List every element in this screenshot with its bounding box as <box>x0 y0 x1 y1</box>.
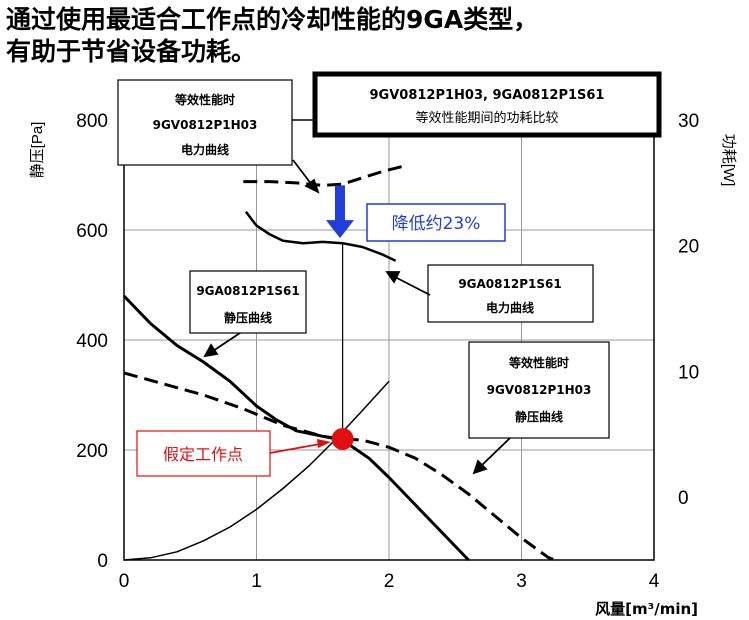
reduction-arrow <box>325 185 354 239</box>
annotation-box-ga-power <box>427 264 594 323</box>
reduction-label: 降低约23% <box>392 214 481 234</box>
leader-gv-static-head <box>472 459 488 475</box>
leader-gv-power <box>292 159 313 186</box>
series-line-3 <box>243 165 403 187</box>
leader-gv-power-head <box>304 178 320 194</box>
series-line-0 <box>122 294 470 562</box>
chart-subtitle: 等效性能期间的功耗比较 <box>415 110 558 126</box>
x-tick-label: 2 <box>384 571 395 592</box>
annotation-ga-power-line-2: 电力曲线 <box>486 300 534 315</box>
leader-gv-static <box>480 437 511 467</box>
chart-title-box <box>312 71 662 138</box>
y-tick-label: 400 <box>76 331 108 352</box>
y-tick-label: 200 <box>76 441 108 462</box>
y-axis-label: 静压[Pa] <box>29 122 46 179</box>
operating-point-leader-head <box>317 439 331 448</box>
series-line-1 <box>123 371 556 562</box>
y2-tick-label: 10 <box>678 362 699 383</box>
leader-ga-static-head <box>203 343 219 358</box>
x-tick-label: 1 <box>251 571 262 592</box>
operating-point-label: 假定工作点 <box>163 445 243 464</box>
series-line-2 <box>244 211 397 262</box>
leader-ga-power <box>394 276 431 296</box>
annotation-box-gv-power <box>117 79 293 166</box>
tick-labels: 0 1 2 3 4 0 200 400 600 800 0 10 20 30 <box>76 111 699 592</box>
x-tick-label: 0 <box>119 571 130 592</box>
annotation-gv-static-line-3: 静压曲线 <box>515 409 563 424</box>
annotation-box-ga-static <box>189 270 307 334</box>
annotation-box-gv-static <box>468 341 610 439</box>
y2-axis-label: 功耗[W] <box>720 134 737 187</box>
annotation-gv-static-line-2: 9GV0812P1H03 <box>487 383 592 397</box>
chart-title: 9GV0812P1H03, 9GA0812P1S61 <box>370 88 605 103</box>
leader-arrows <box>203 159 511 475</box>
annotation-ga-power-line-1: 9GA0812P1S61 <box>458 277 561 291</box>
annotation-gv-power-line-3: 电力曲线 <box>181 142 229 157</box>
headline-line-1: 通过使用最适合工作点的冷却性能的9GA类型， <box>6 5 539 34</box>
y2-tick-label: 20 <box>678 237 699 258</box>
operating-point-marker <box>331 428 354 450</box>
y2-tick-label: 30 <box>678 111 699 132</box>
y2-tick-label: 0 <box>678 488 689 509</box>
x-tick-label: 3 <box>516 571 527 592</box>
leader-ga-static <box>212 332 241 352</box>
y-tick-label: 0 <box>97 551 108 572</box>
x-axis-label: 风量[m³/min] <box>595 600 698 618</box>
annotation-ga-static-line-2: 静压曲线 <box>224 310 272 325</box>
y-tick-label: 600 <box>76 221 108 242</box>
x-tick-label: 4 <box>649 571 660 592</box>
operating-point-label-box <box>136 430 271 477</box>
annotation-ga-static-line-1: 9GA0812P1S61 <box>196 284 299 298</box>
annotation-gv-power-line-1: 等效性能时 <box>174 92 235 107</box>
reduction-label-box <box>366 203 506 242</box>
operating-point-leader <box>269 443 321 454</box>
annotation-gv-power-line-2: 9GV0812P1H03 <box>153 118 258 132</box>
headline-line-2: 有助于节省设备功耗。 <box>6 37 257 66</box>
y-tick-label: 800 <box>76 111 108 132</box>
headline: 通过使用最适合工作点的冷却性能的9GA类型， 有助于节省设备功耗。 <box>6 4 746 68</box>
leader-ga-power-head <box>385 271 401 284</box>
annotation-gv-static-line-1: 等效性能时 <box>508 355 569 370</box>
chart-grid <box>124 120 654 560</box>
